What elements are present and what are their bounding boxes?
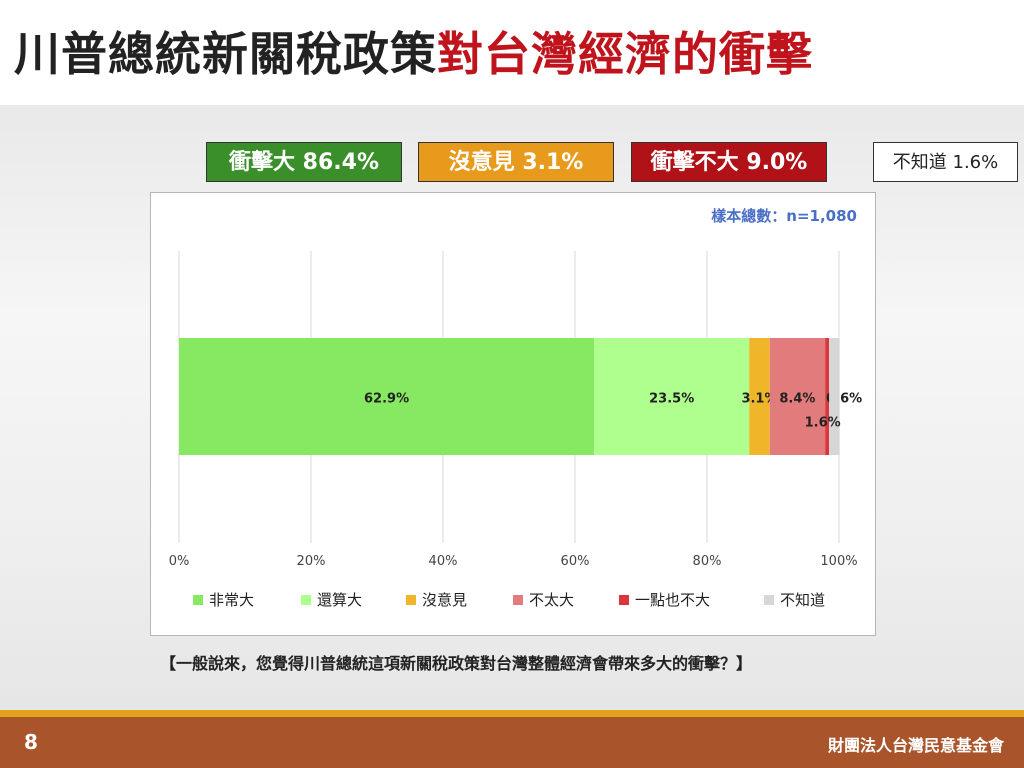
sample-size: 樣本總數：n=1,080 xyxy=(711,207,857,225)
x-tick-label: 20% xyxy=(297,554,326,569)
footer: 8 財團法人台灣民意基金會 xyxy=(0,717,1024,768)
legend-swatch xyxy=(193,595,203,605)
title-main: 川普總統新關稅政策 xyxy=(14,27,437,81)
legend-swatch xyxy=(406,595,416,605)
legend-label: 一點也不大 xyxy=(635,591,710,609)
summary-dont-know: 不知道 1.6% xyxy=(873,142,1018,182)
data-label: 62.9% xyxy=(364,392,409,407)
data-label: 1.6% xyxy=(805,416,841,431)
survey-question: 【一般說來，您覺得川普總統這項新關稅政策對台灣整體經濟會帶來多大的衝擊？】 xyxy=(160,654,753,673)
x-tick-label: 40% xyxy=(429,554,458,569)
bar-segment xyxy=(825,338,830,455)
legend-label: 不知道 xyxy=(780,591,825,609)
bar-segment xyxy=(829,338,840,455)
bar-segment xyxy=(179,338,595,455)
organization-name: 財團法人台灣民意基金會 xyxy=(827,736,1004,755)
page-title: 川普總統新關稅政策對台灣經濟的衝擊 xyxy=(14,18,813,84)
legend-label: 沒意見 xyxy=(422,591,467,609)
title-bar: 川普總統新關稅政策對台灣經濟的衝擊 xyxy=(0,0,1024,105)
legend-swatch xyxy=(619,595,629,605)
data-label: 23.5% xyxy=(649,392,694,407)
title-accent: 對台灣經濟的衝擊 xyxy=(437,27,813,81)
summary-big-impact: 衝擊大 86.4% xyxy=(206,142,402,182)
bar-segment xyxy=(594,338,750,455)
footer-stripe xyxy=(0,710,1024,717)
chart-frame: 樣本總數：n=1,080 0% 20% 40% 60% 80% 100% 62.9% 23.5… xyxy=(150,192,876,636)
data-label: 8.4% xyxy=(779,392,815,407)
x-tick-label: 100% xyxy=(820,554,857,569)
bar-segment xyxy=(769,338,826,455)
x-tick-label: 80% xyxy=(693,554,722,569)
legend-label: 還算大 xyxy=(317,591,362,609)
legend-swatch xyxy=(764,595,774,605)
page-number: 8 xyxy=(24,730,38,754)
legend-label: 非常大 xyxy=(209,591,254,609)
summary-no-opinion: 沒意見 3.1% xyxy=(418,142,614,182)
stacked-bar-chart: 0% 20% 40% 60% 80% 100%62.9% 23.5% 3.1% 8.4% 0.6%… xyxy=(169,251,862,609)
x-tick-label: 0% xyxy=(169,554,190,569)
bar-segment xyxy=(749,338,770,455)
legend-label: 不太大 xyxy=(529,591,574,609)
legend-swatch xyxy=(301,595,311,605)
legend-swatch xyxy=(513,595,523,605)
data-label: 3.1% xyxy=(741,392,777,407)
x-tick-label: 60% xyxy=(561,554,590,569)
summary-small-impact: 衝擊不大 9.0% xyxy=(631,142,827,182)
